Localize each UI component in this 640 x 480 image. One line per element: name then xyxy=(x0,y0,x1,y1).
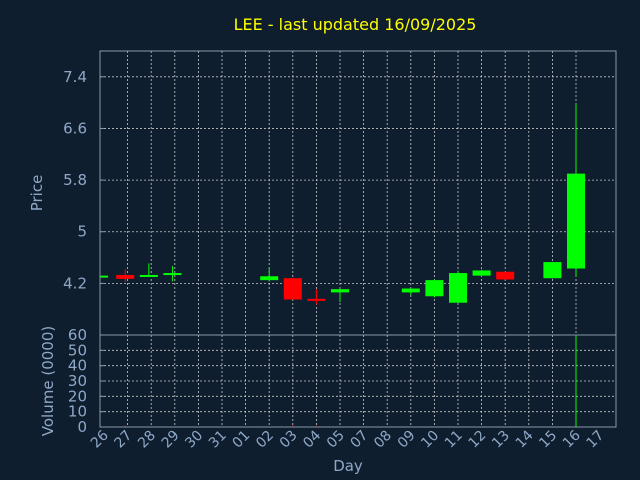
volume-tick-label: 0 xyxy=(77,418,87,436)
price-tick-label: 6.6 xyxy=(63,119,87,137)
x-tick-label: 17 xyxy=(584,428,608,452)
volume-tick-label: 20 xyxy=(68,387,87,405)
candle-body xyxy=(331,289,349,293)
volume-grid xyxy=(100,335,616,427)
candle-body xyxy=(260,276,279,281)
x-tick-label: 16 xyxy=(560,427,584,451)
volume-axis-title: Volume (0000) xyxy=(39,326,57,436)
candle xyxy=(116,269,135,283)
candle-body xyxy=(100,275,108,278)
x-tick-label: 04 xyxy=(300,427,324,451)
x-tick-label: 09 xyxy=(395,428,419,452)
volume-tick-label: 60 xyxy=(68,326,87,344)
candle xyxy=(472,269,491,276)
candle xyxy=(331,289,349,303)
x-tick-label: 28 xyxy=(135,428,159,452)
price-axis-title: Price xyxy=(28,175,46,212)
x-tick-label: 11 xyxy=(442,428,466,452)
candle xyxy=(425,279,444,298)
candle xyxy=(496,271,515,280)
price-tick-label: 7.4 xyxy=(63,68,87,86)
price-tick-label: 5.8 xyxy=(63,171,87,189)
volume-tick-label: 10 xyxy=(68,403,87,421)
candle-body xyxy=(472,270,491,276)
x-tick-label: 30 xyxy=(182,428,206,452)
candle xyxy=(401,288,420,295)
candle-body xyxy=(401,288,420,293)
candle-body xyxy=(543,262,562,279)
x-tick-label: 26 xyxy=(88,427,112,451)
x-tick-label: 27 xyxy=(112,428,136,452)
candle-body xyxy=(163,273,182,276)
price-y-ticks: 7.4 6.6 5.8 5 4.2 xyxy=(63,68,104,292)
candle xyxy=(567,103,585,277)
x-tick-label: 05 xyxy=(324,428,348,452)
x-tick-label: 15 xyxy=(536,428,560,452)
x-tick-label: 01 xyxy=(230,428,254,452)
x-tick-label: 31 xyxy=(206,428,230,452)
x-tick-label: 03 xyxy=(277,428,301,452)
candle-body xyxy=(307,298,326,301)
chart-title: LEE - last updated 16/09/2025 xyxy=(234,15,477,34)
candle-body xyxy=(496,271,515,280)
candle xyxy=(260,267,279,282)
candle xyxy=(100,275,108,278)
candle xyxy=(307,289,326,305)
candle xyxy=(543,262,562,279)
x-axis-title: Day xyxy=(333,457,363,475)
x-tick-label: 29 xyxy=(159,428,183,452)
candles-layer xyxy=(100,103,585,305)
x-tick-label: 07 xyxy=(348,428,372,452)
volume-tick-label: 40 xyxy=(68,357,87,375)
candle-body xyxy=(567,173,585,269)
x-tick-label: 14 xyxy=(513,427,537,451)
x-tick-label: 02 xyxy=(253,428,277,452)
candle-body xyxy=(425,280,444,297)
candle xyxy=(449,270,467,303)
x-tick-label: 08 xyxy=(371,428,395,452)
x-ticks: 26 27 28 29 30 31 01 02 03 04 05 07 08 09 10 11 12 13 14 15… xyxy=(88,427,608,451)
price-tick-label: 5 xyxy=(77,223,87,241)
price-grid xyxy=(100,51,616,335)
candle-body xyxy=(283,278,302,300)
volume-tick-label: 30 xyxy=(68,372,87,390)
price-tick-label: 4.2 xyxy=(63,274,87,292)
candle xyxy=(163,265,182,282)
candle xyxy=(283,278,302,300)
volume-tick-label: 50 xyxy=(68,341,87,359)
x-tick-label: 13 xyxy=(489,428,513,452)
candle-body xyxy=(139,274,158,277)
candle-body xyxy=(449,273,467,303)
price-panel-frame xyxy=(99,50,617,336)
x-tick-label: 10 xyxy=(418,428,442,452)
x-tick-label: 12 xyxy=(466,428,490,452)
candle-body xyxy=(116,274,135,279)
candle xyxy=(139,263,158,277)
